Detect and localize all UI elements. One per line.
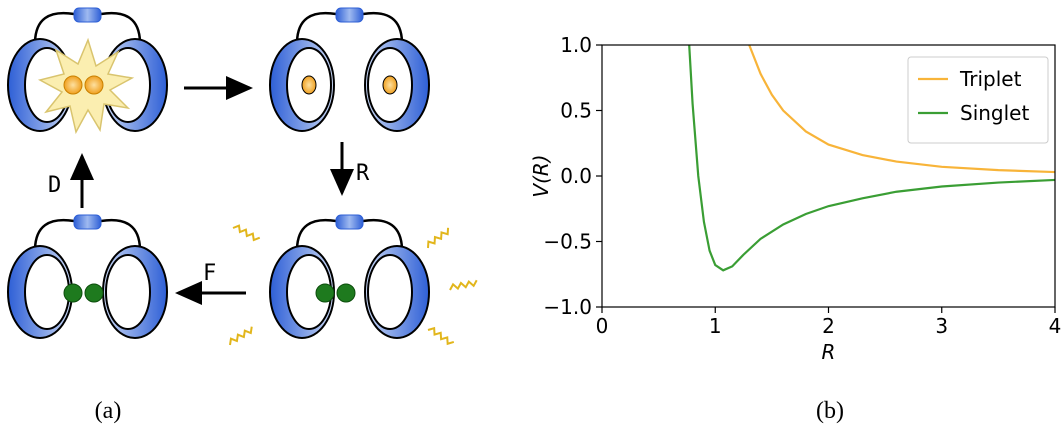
- x-tick-label: 4: [1049, 314, 1062, 338]
- caption: (a): [95, 398, 122, 424]
- plot-frame: [601, 44, 1056, 308]
- y-tick-label: −1.0: [543, 295, 592, 319]
- line: [748, 45, 1055, 174]
- arrow-label: D: [48, 173, 61, 198]
- x-tick-label: 3: [935, 314, 948, 338]
- legend-label: Singlet: [960, 101, 1029, 125]
- arrow-label: R: [356, 161, 370, 186]
- x-tick-label: 0: [596, 314, 609, 338]
- arrow-label: F: [203, 261, 216, 286]
- y-tick-label: 0.5: [560, 99, 592, 123]
- y-tick-label: 1.0: [560, 33, 592, 57]
- diagram: D R F: [6, 6, 479, 348]
- caption: (b): [816, 398, 844, 424]
- y-tick-label: −0.5: [543, 230, 592, 254]
- legend-label: Triplet: [959, 67, 1022, 91]
- y-axis-label: V(R): [529, 154, 553, 197]
- y-tick-label: 0.0: [560, 164, 592, 188]
- line: [688, 45, 1055, 272]
- x-tick-label: 1: [709, 314, 722, 338]
- x-tick-label: 2: [822, 314, 835, 338]
- x-axis-label: R: [822, 340, 836, 364]
